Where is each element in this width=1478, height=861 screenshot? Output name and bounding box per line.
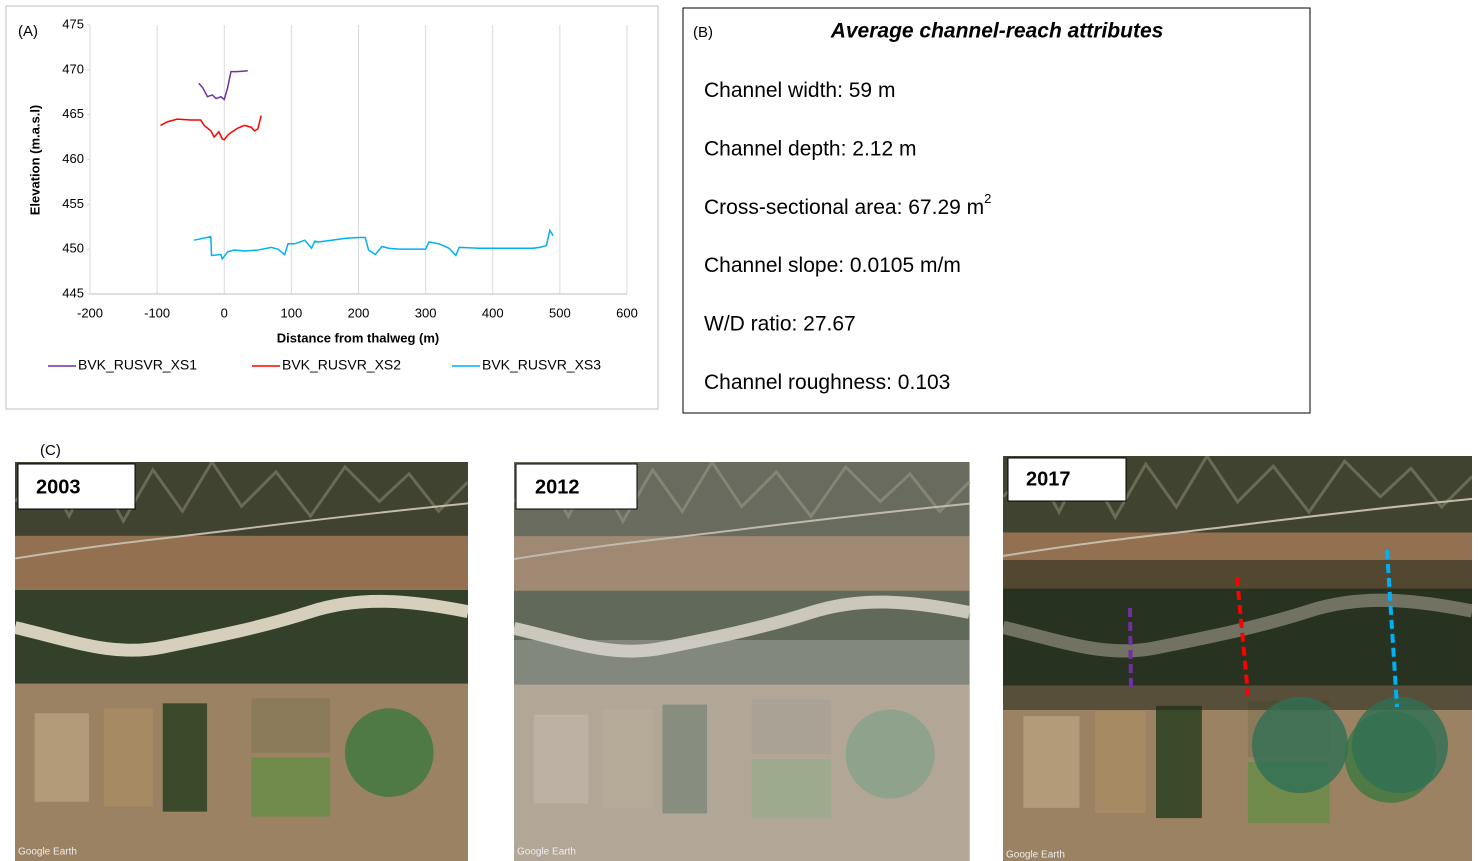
y-tick-label: 450 [62,241,84,256]
y-axis-title: Elevation (m.a.s.l) [27,105,42,216]
legend-label: BVK_RUSVR_XS3 [482,357,601,373]
y-tick-label: 460 [62,151,84,166]
y-tick-label: 455 [62,196,84,211]
x-tick-label: 200 [348,305,370,320]
image-credit: Google Earth [1006,850,1065,861]
attribute-text: Channel slope: 0.0105 m/m [704,254,961,277]
x-tick-label: 400 [482,305,504,320]
panel-label: (A) [18,23,38,40]
x-tick-label: 0 [221,305,228,320]
y-tick-label: 475 [62,16,84,31]
attribute-text: Channel depth: 2.12 m [704,137,916,160]
attribute: Channel width: 59 m [704,79,895,102]
y-tick-label: 445 [62,285,84,300]
x-tick-label: 500 [549,305,571,320]
attribute-text: W/D ratio: 27.67 [704,312,856,335]
x-tick-label: 100 [281,305,303,320]
attribute: Channel slope: 0.0105 m/m [704,254,961,277]
superscript: 2 [984,191,991,206]
panel-label: (B) [693,24,713,41]
panel-title: Average channel-reach attributes [830,20,1164,43]
x-tick-label: -200 [77,305,103,320]
satellite-image [514,462,970,861]
attribute-text: Channel width: 59 m [704,79,895,102]
x-tick-label: -100 [144,305,170,320]
x-axis-title: Distance from thalweg (m) [277,330,440,345]
satellite-image [1003,456,1472,861]
figure: (A) Distance from thalweg (m) Elevation … [0,0,1478,861]
attribute: Channel roughness: 0.103 [704,371,950,394]
legend-label: BVK_RUSVR_XS1 [78,357,197,373]
image-credit: Google Earth [517,847,576,858]
page: (A) Distance from thalweg (m) Elevation … [0,0,1478,861]
legend-label: BVK_RUSVR_XS2 [282,357,401,373]
x-tick-label: 600 [616,305,638,320]
y-tick-label: 470 [62,61,84,76]
x-tick-label: 300 [415,305,437,320]
year-label: 2003 [36,476,81,498]
satellite-image [15,462,468,861]
attribute-text: Channel roughness: 0.103 [704,371,950,394]
year-label: 2012 [535,476,580,498]
attribute: Cross-sectional area: 67.29 m2 [704,191,991,218]
year-label: 2017 [1026,468,1071,490]
image-credit: Google Earth [18,847,77,858]
attribute: Channel depth: 2.12 m [704,137,916,160]
panel-label: (C) [40,442,61,459]
attribute: W/D ratio: 27.67 [704,312,856,335]
y-tick-label: 465 [62,106,84,121]
attribute-text: Cross-sectional area: 67.29 m [704,195,984,218]
